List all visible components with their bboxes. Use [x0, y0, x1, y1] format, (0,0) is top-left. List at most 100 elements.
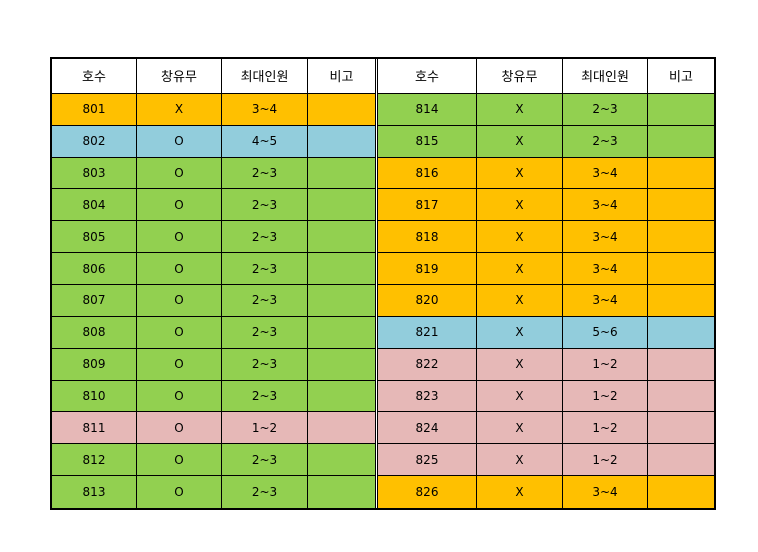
- room-cell: 825: [378, 444, 477, 476]
- table-row: 803 O 2~3: [52, 157, 375, 190]
- header-max-people: 최대인원: [563, 59, 648, 93]
- window-cell: X: [477, 285, 563, 316]
- room-cell: 801: [52, 93, 137, 125]
- table-row: 802 O 4~5: [52, 125, 375, 158]
- max-people-cell: 3~4: [563, 221, 648, 253]
- note-cell: [648, 316, 714, 348]
- header-row: 호수 창유무 최대인원 비고: [52, 59, 375, 94]
- left-room-table: 호수 창유무 최대인원 비고 801 X 3~4 802 O 4~5 803 O 2~3 804 O…: [52, 59, 378, 509]
- window-cell: O: [137, 157, 222, 189]
- room-cell: 826: [378, 476, 477, 509]
- room-cell: 809: [52, 348, 137, 380]
- table-row: 805 O 2~3: [52, 221, 375, 254]
- table-row: 813 O 2~3: [52, 476, 375, 509]
- header-max-people: 최대인원: [222, 59, 308, 93]
- window-cell: X: [477, 348, 563, 380]
- window-cell: X: [477, 125, 563, 157]
- window-cell: O: [137, 189, 222, 221]
- max-people-cell: 1~2: [563, 444, 648, 476]
- note-cell: [308, 253, 375, 284]
- note-cell: [648, 348, 714, 380]
- room-cell: 806: [52, 253, 137, 284]
- table-row: 819 X 3~4: [378, 253, 714, 285]
- room-cell: 805: [52, 221, 137, 253]
- header-note: 비고: [669, 70, 693, 86]
- max-people-cell: 3~4: [222, 93, 308, 125]
- window-cell: X: [477, 253, 563, 284]
- table-row: 826 X 3~4: [378, 476, 714, 509]
- max-people-cell: 3~4: [563, 253, 648, 284]
- window-cell: O: [137, 476, 222, 509]
- room-cell: 802: [52, 125, 137, 157]
- max-people-cell: 2~3: [222, 348, 308, 380]
- room-cell: 804: [52, 189, 137, 221]
- window-cell: X: [477, 444, 563, 476]
- note-cell: [648, 444, 714, 476]
- window-cell: O: [137, 316, 222, 348]
- note-cell: [648, 253, 714, 284]
- window-cell: O: [137, 444, 222, 476]
- table-row: 807 O 2~3: [52, 285, 375, 317]
- room-cell: 817: [378, 189, 477, 221]
- max-people-cell: 2~3: [222, 157, 308, 189]
- note-cell: [648, 189, 714, 221]
- room-cell: 816: [378, 157, 477, 189]
- note-cell: [308, 157, 375, 189]
- room-cell: 820: [378, 285, 477, 316]
- table-row: 823 X 1~2: [378, 380, 714, 413]
- max-people-cell: 1~2: [563, 412, 648, 444]
- room-cell: 819: [378, 253, 477, 284]
- max-people-cell: 1~2: [222, 412, 308, 444]
- table-row: 821 X 5~6: [378, 316, 714, 349]
- table-row: 804 O 2~3: [52, 189, 375, 222]
- note-cell: [648, 221, 714, 253]
- note-cell: [308, 444, 375, 476]
- room-cell: 815: [378, 125, 477, 157]
- header-window: 창유무: [137, 59, 222, 93]
- room-cell: 822: [378, 348, 477, 380]
- window-cell: X: [477, 189, 563, 221]
- note-cell: [308, 189, 375, 221]
- note-cell: [308, 93, 375, 125]
- room-cell: 818: [378, 221, 477, 253]
- header-note: 비고: [329, 70, 354, 86]
- window-cell: O: [137, 221, 222, 253]
- room-cell: 821: [378, 316, 477, 348]
- table-row: 809 O 2~3: [52, 348, 375, 381]
- header-row: 호수 창유무 최대인원 비고: [378, 59, 714, 94]
- table-row: 801 X 3~4: [52, 93, 375, 126]
- room-cell: 824: [378, 412, 477, 444]
- max-people-cell: 2~3: [222, 476, 308, 509]
- table-row: 820 X 3~4: [378, 285, 714, 317]
- max-people-cell: 1~2: [563, 380, 648, 412]
- max-people-cell: 2~3: [222, 380, 308, 412]
- max-people-cell: 3~4: [563, 157, 648, 189]
- window-cell: O: [137, 285, 222, 316]
- max-people-cell: 5~6: [563, 316, 648, 348]
- table-row: 816 X 3~4: [378, 157, 714, 190]
- note-cell: [648, 157, 714, 189]
- max-people-cell: 2~3: [563, 125, 648, 157]
- max-people-cell: 2~3: [222, 316, 308, 348]
- note-cell: [308, 476, 375, 509]
- window-cell: X: [477, 476, 563, 509]
- note-cell: [648, 125, 714, 157]
- note-cell: [308, 125, 375, 157]
- max-people-cell: 1~2: [563, 348, 648, 380]
- note-cell: [308, 285, 375, 316]
- max-people-cell: 2~3: [222, 285, 308, 316]
- room-cell: 810: [52, 380, 137, 412]
- window-cell: O: [137, 348, 222, 380]
- max-people-cell: 4~5: [222, 125, 308, 157]
- max-people-cell: 3~4: [563, 189, 648, 221]
- header-room: 호수: [378, 59, 477, 93]
- window-cell: X: [477, 157, 563, 189]
- window-cell: O: [137, 125, 222, 157]
- max-people-cell: 2~3: [222, 221, 308, 253]
- room-cell: 823: [378, 380, 477, 412]
- window-cell: X: [477, 412, 563, 444]
- table-row: 814 X 2~3: [378, 93, 714, 126]
- window-cell: X: [137, 93, 222, 125]
- max-people-cell: 2~3: [222, 253, 308, 284]
- room-cell: 811: [52, 412, 137, 444]
